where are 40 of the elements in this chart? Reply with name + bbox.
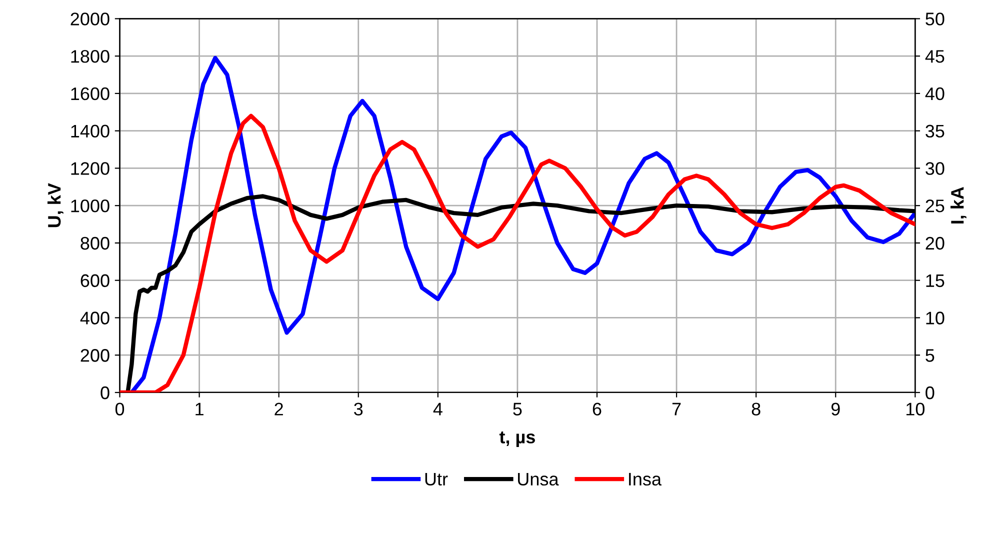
y-tick-label: 400: [80, 312, 110, 324]
x-tick-label: 4: [433, 402, 442, 416]
y-tick-label: 600: [80, 274, 110, 288]
x-tick-label: 2: [274, 402, 283, 416]
x-tick-label: 6: [592, 402, 602, 416]
x-tick-label: 7: [672, 402, 681, 416]
y2-axis-title: I, kA: [950, 187, 966, 224]
x-axis-title: t, µs: [499, 431, 535, 447]
y-tick-label: 1400: [71, 124, 110, 138]
y-tick-label: 1000: [71, 200, 110, 212]
x-tick-label: 10: [906, 402, 924, 416]
y-tick-label: 2000: [70, 12, 110, 26]
y-tick-label: 800: [80, 236, 110, 250]
line-series: [130, 56, 916, 392]
y2-tick-label: 25: [926, 200, 944, 212]
y2-tick-label: 50: [926, 12, 944, 26]
y-axis-title: U, kV: [47, 183, 64, 228]
x-tick-label: 8: [752, 402, 760, 416]
y-tick-label: 1200: [71, 162, 110, 175]
legend-label: Utr: [425, 472, 448, 486]
y2-tick-label: 15: [926, 274, 944, 288]
legend-label: Insa: [629, 472, 662, 486]
y-tick-label: 1800: [71, 50, 110, 63]
y2-tick-label: 40: [925, 87, 944, 100]
x-tick-label: 0: [115, 402, 124, 416]
y2-tick-label: 20: [926, 236, 944, 250]
y-tick-label: 0: [100, 386, 110, 400]
y2-tick-label: 10: [926, 312, 944, 324]
y-tick-label: 1600: [71, 87, 110, 100]
legend-label: Unsa: [518, 472, 559, 486]
y2-tick-label: 35: [926, 124, 944, 138]
x-tick-label: 5: [513, 402, 522, 416]
x-tick-label: 9: [831, 402, 840, 416]
x-tick-label: 3: [354, 402, 363, 416]
y2-tick-label: 30: [926, 162, 944, 175]
y2-tick-label: 45: [925, 50, 944, 63]
x-tick-label: 1: [196, 402, 204, 416]
y-tick-label: 200: [80, 349, 110, 362]
y2-tick-label: 0: [926, 386, 934, 400]
y2-tick-label: 5: [926, 349, 934, 362]
